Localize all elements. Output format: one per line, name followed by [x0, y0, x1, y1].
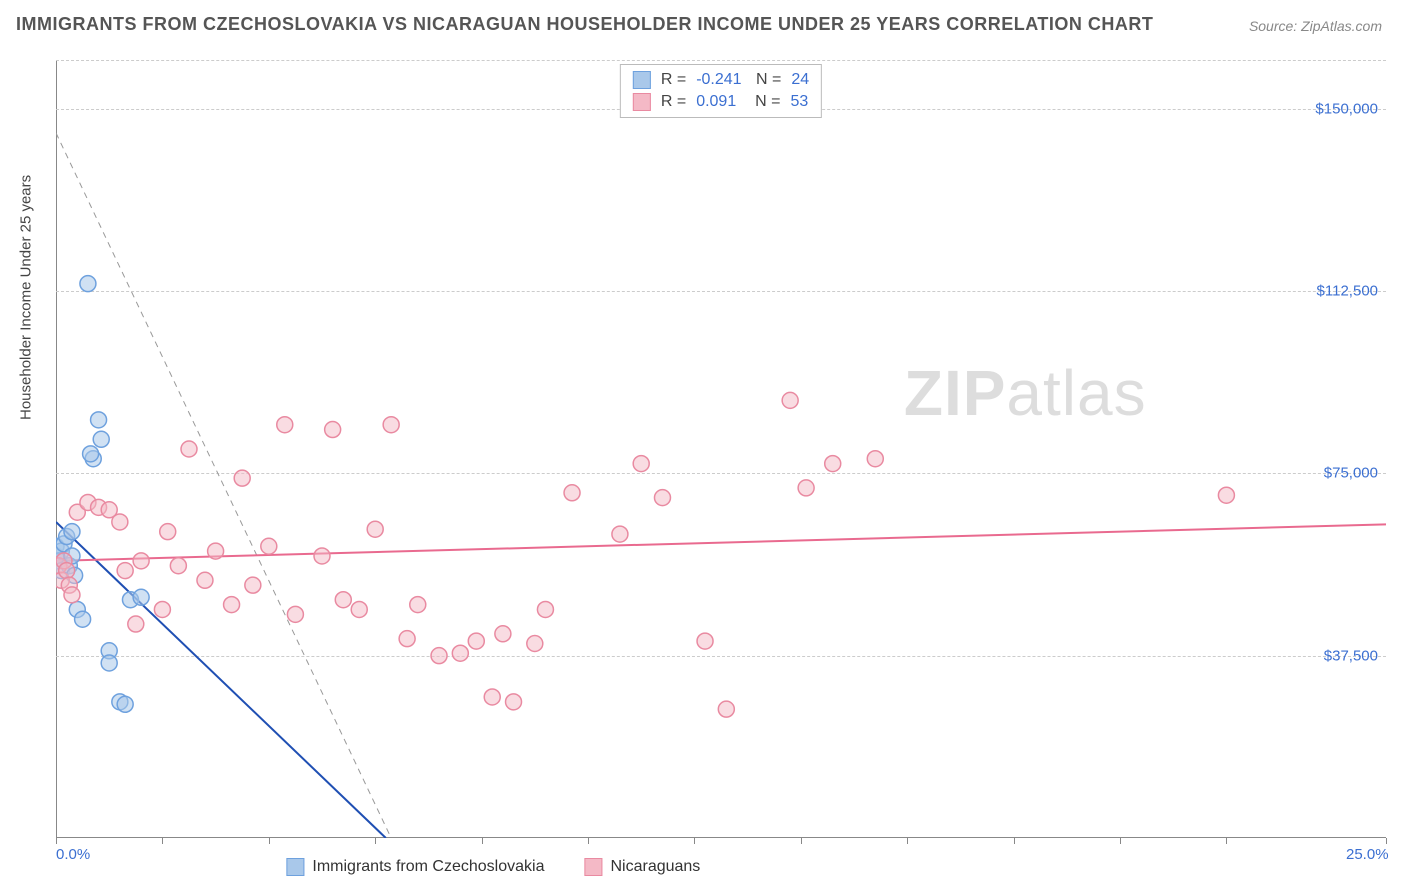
x-tick — [1226, 838, 1227, 844]
r-value-series1: -0.241 — [696, 71, 741, 89]
y-axis-label: Householder Income Under 25 years — [18, 175, 35, 420]
correlation-legend: R = -0.241 N = 24 R = 0.091 N = 53 — [620, 64, 822, 118]
x-tick — [1386, 838, 1387, 844]
x-tick — [588, 838, 589, 844]
legend-row-series1: R = -0.241 N = 24 — [629, 69, 813, 91]
x-tick — [162, 838, 163, 844]
x-tick — [482, 838, 483, 844]
legend-item: Nicaraguans — [584, 858, 700, 876]
series-legend: Immigrants from Czechoslovakia Nicaraguan… — [286, 858, 700, 876]
x-tick-label: 0.0% — [56, 846, 90, 863]
x-tick — [1120, 838, 1121, 844]
chart-title: IMMIGRANTS FROM CZECHOSLOVAKIA VS NICARA… — [16, 14, 1153, 35]
legend-swatch — [286, 858, 304, 876]
legend-label: Nicaraguans — [610, 858, 700, 876]
x-tick — [56, 838, 57, 844]
plot-area: ZIPatlas $37,500$75,000$112,500$150,000 … — [56, 60, 1386, 838]
n-label: N = — [746, 93, 780, 111]
swatch-series1 — [633, 71, 651, 89]
x-tick-label: 25.0% — [1346, 846, 1389, 863]
x-tick — [801, 838, 802, 844]
r-value-series2: 0.091 — [696, 93, 736, 111]
swatch-series2 — [633, 93, 651, 111]
legend-swatch — [584, 858, 602, 876]
x-tick — [1014, 838, 1015, 844]
x-tick — [907, 838, 908, 844]
x-tick — [694, 838, 695, 844]
r-label: R = — [661, 71, 686, 89]
n-value-series2: 53 — [790, 93, 808, 111]
x-tick — [269, 838, 270, 844]
legend-item: Immigrants from Czechoslovakia — [286, 858, 544, 876]
source-label: Source: ZipAtlas.com — [1249, 18, 1382, 34]
x-tick — [375, 838, 376, 844]
legend-label: Immigrants from Czechoslovakia — [312, 858, 544, 876]
n-value-series1: 24 — [791, 71, 809, 89]
n-label: N = — [752, 71, 782, 89]
r-label: R = — [661, 93, 686, 111]
scatter-svg — [56, 60, 1386, 838]
legend-row-series2: R = 0.091 N = 53 — [629, 91, 813, 113]
